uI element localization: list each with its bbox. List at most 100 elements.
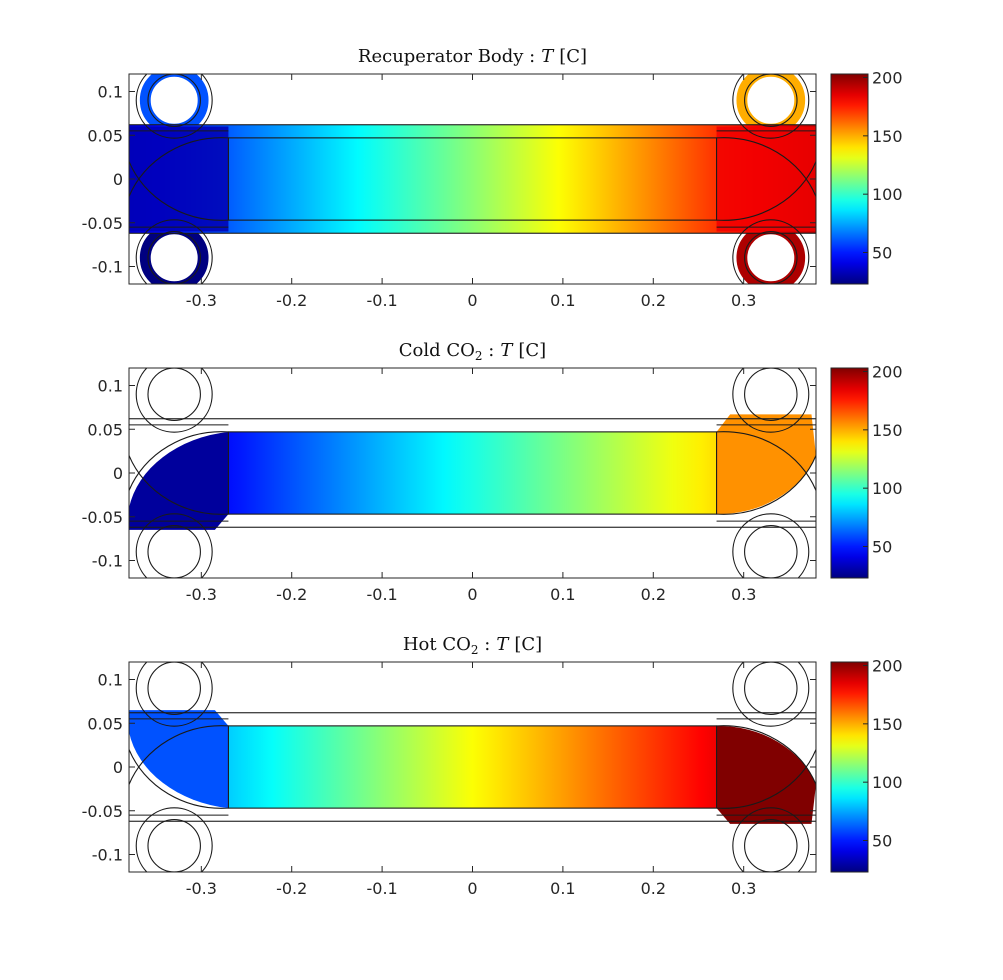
y-tick-label: 0.1 bbox=[98, 671, 123, 690]
header-circle-outer bbox=[732, 219, 810, 284]
x-tick-label: -0.3 bbox=[186, 291, 217, 310]
body-outline bbox=[129, 124, 816, 234]
colorbar-tick-label: 50 bbox=[872, 832, 892, 851]
colorbar-tick-label: 100 bbox=[872, 773, 903, 792]
title-variable: T bbox=[500, 340, 514, 361]
left-header-block bbox=[129, 126, 229, 232]
header-circle-inner bbox=[744, 368, 798, 422]
header-arc bbox=[129, 749, 229, 809]
title-unit: [C] bbox=[559, 46, 587, 67]
title-variable: T bbox=[541, 46, 555, 67]
header-circle-outer bbox=[732, 662, 810, 727]
inlet-elbow bbox=[129, 710, 229, 809]
title-unit: [C] bbox=[514, 634, 542, 655]
y-tick-label: -0.1 bbox=[92, 552, 123, 571]
y-tick-label: -0.1 bbox=[92, 846, 123, 865]
x-tick-label: 0 bbox=[467, 879, 477, 898]
title-text: Hot CO bbox=[403, 634, 471, 655]
header-arc bbox=[129, 137, 229, 197]
header-circle-inner bbox=[147, 818, 201, 872]
y-tick-label: -0.05 bbox=[82, 214, 123, 233]
title-separator: : bbox=[479, 634, 491, 655]
geometry-outline bbox=[129, 662, 816, 872]
y-tick-label: 0.05 bbox=[87, 714, 123, 733]
header-circle-outer bbox=[732, 368, 810, 433]
header-circle-inner bbox=[744, 818, 798, 872]
header-arc bbox=[129, 161, 229, 221]
header-circle-inner bbox=[147, 230, 201, 284]
x-tick-label: 0.3 bbox=[731, 585, 756, 604]
y-tick-label: 0.1 bbox=[98, 377, 123, 396]
x-tick-label: -0.1 bbox=[366, 291, 397, 310]
header-circle-outer bbox=[135, 807, 213, 872]
colorbar-ramp bbox=[830, 661, 869, 873]
header-circle-inner bbox=[147, 74, 201, 128]
title-subscript: 2 bbox=[471, 643, 479, 657]
x-tick-label: -0.1 bbox=[366, 879, 397, 898]
panel-title: Cold CO2 : T [C] bbox=[399, 340, 546, 363]
plot-area bbox=[129, 368, 816, 578]
x-tick-label: -0.3 bbox=[186, 879, 217, 898]
inlet-elbow bbox=[129, 431, 229, 530]
colorbar-ramp bbox=[830, 367, 869, 579]
channel-field bbox=[228, 725, 717, 809]
title-unit: [C] bbox=[518, 340, 546, 361]
channel-outline bbox=[227, 137, 718, 221]
header-circle-outer bbox=[135, 368, 213, 433]
channel-field bbox=[228, 431, 717, 515]
channel-outline bbox=[227, 725, 718, 809]
header-ring bbox=[736, 74, 806, 135]
colorbar-tick-label: 200 bbox=[872, 363, 903, 382]
title-variable: T bbox=[496, 634, 510, 655]
colorbar: 200 150 100 50 bbox=[830, 363, 903, 579]
colorbar-ramp bbox=[830, 73, 869, 285]
y-tick-label: 0.05 bbox=[87, 126, 123, 145]
body-outline bbox=[129, 418, 816, 528]
title-text: Cold CO bbox=[399, 340, 475, 361]
outlet-elbow bbox=[716, 725, 816, 824]
header-circle-outer bbox=[732, 513, 810, 578]
x-tick-label: -0.2 bbox=[276, 879, 307, 898]
x-tick-label: 0.2 bbox=[641, 291, 666, 310]
x-tick-label: 0 bbox=[467, 291, 477, 310]
plot-area bbox=[129, 662, 816, 872]
header-circle-outer bbox=[732, 807, 810, 872]
header-circle-outer bbox=[135, 74, 213, 139]
header-ring bbox=[139, 74, 209, 135]
header-circle-outer bbox=[732, 74, 810, 139]
x-tick-label: 0 bbox=[467, 585, 477, 604]
colorbar-tick-label: 150 bbox=[872, 715, 903, 734]
header-circle-inner bbox=[147, 524, 201, 578]
header-arc bbox=[129, 431, 229, 491]
channel-outline bbox=[227, 431, 718, 515]
x-tick-label: -0.1 bbox=[366, 585, 397, 604]
colorbar-tick-label: 50 bbox=[872, 244, 892, 263]
title-separator: : bbox=[483, 340, 495, 361]
panel-1: -0.3 -0.2 -0.1 0 0.1 0.2 0.3 0.1 0.05 0 -0.05 -0.1 R… bbox=[82, 46, 903, 310]
header-arc bbox=[716, 161, 816, 221]
x-tick-label: 0.1 bbox=[550, 879, 575, 898]
x-tick-label: 0.1 bbox=[550, 291, 575, 310]
colorbar: 200 150 100 50 bbox=[830, 69, 903, 285]
plot-area bbox=[129, 74, 816, 284]
header-arc bbox=[716, 137, 816, 197]
colorbar-tick-label: 150 bbox=[872, 127, 903, 146]
header-circle-inner bbox=[147, 368, 201, 422]
y-tick-label: -0.1 bbox=[92, 258, 123, 277]
title-text: Recuperator Body : bbox=[358, 46, 535, 67]
body-field bbox=[129, 124, 816, 234]
x-tick-label: -0.2 bbox=[276, 291, 307, 310]
x-tick-label: -0.3 bbox=[186, 585, 217, 604]
x-tick-label: 0.3 bbox=[731, 879, 756, 898]
outlet-elbow bbox=[716, 414, 816, 515]
panel-title: Hot CO2 : T [C] bbox=[403, 634, 542, 657]
header-arc bbox=[129, 725, 229, 785]
panel-2: -0.3 -0.2 -0.1 0 0.1 0.2 0.3 0.1 0.05 0 -0.05 -0.1 C… bbox=[82, 340, 903, 604]
y-tick-label: 0 bbox=[113, 758, 123, 777]
header-circle-outer bbox=[135, 513, 213, 578]
header-arc bbox=[716, 749, 816, 809]
header-arc bbox=[129, 455, 229, 515]
right-header-block bbox=[716, 126, 816, 232]
header-ring bbox=[736, 223, 806, 284]
